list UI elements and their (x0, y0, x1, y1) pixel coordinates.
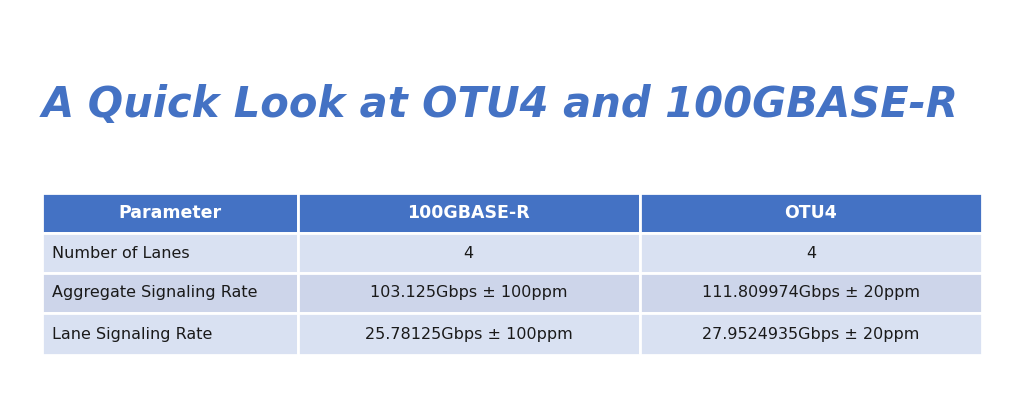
Bar (42, 313, 298, 355)
Text: Number of Lanes: Number of Lanes (52, 245, 189, 260)
Bar (298, 313, 640, 355)
Bar (640, 273, 982, 313)
Text: 111.809974Gbps ± 20ppm: 111.809974Gbps ± 20ppm (701, 285, 920, 301)
Text: 4: 4 (464, 245, 474, 260)
Text: 25.78125Gbps ± 100ppm: 25.78125Gbps ± 100ppm (365, 326, 572, 341)
Bar (298, 193, 640, 233)
Bar (640, 313, 982, 355)
Text: 103.125Gbps ± 100ppm: 103.125Gbps ± 100ppm (370, 285, 567, 301)
Text: OTU4: OTU4 (784, 204, 838, 222)
Text: Aggregate Signaling Rate: Aggregate Signaling Rate (52, 285, 257, 301)
Bar (640, 233, 982, 273)
Bar (298, 273, 640, 313)
Bar (42, 273, 298, 313)
Bar (640, 193, 982, 233)
Text: Lane Signaling Rate: Lane Signaling Rate (52, 326, 212, 341)
Text: 100GBASE-R: 100GBASE-R (408, 204, 530, 222)
Bar (298, 233, 640, 273)
Bar (42, 193, 298, 233)
Text: 4: 4 (806, 245, 816, 260)
Text: 27.9524935Gbps ± 20ppm: 27.9524935Gbps ± 20ppm (702, 326, 920, 341)
Text: A Quick Look at OTU4 and 100GBASE-R: A Quick Look at OTU4 and 100GBASE-R (42, 84, 958, 126)
Bar (42, 233, 298, 273)
Text: Parameter: Parameter (119, 204, 221, 222)
